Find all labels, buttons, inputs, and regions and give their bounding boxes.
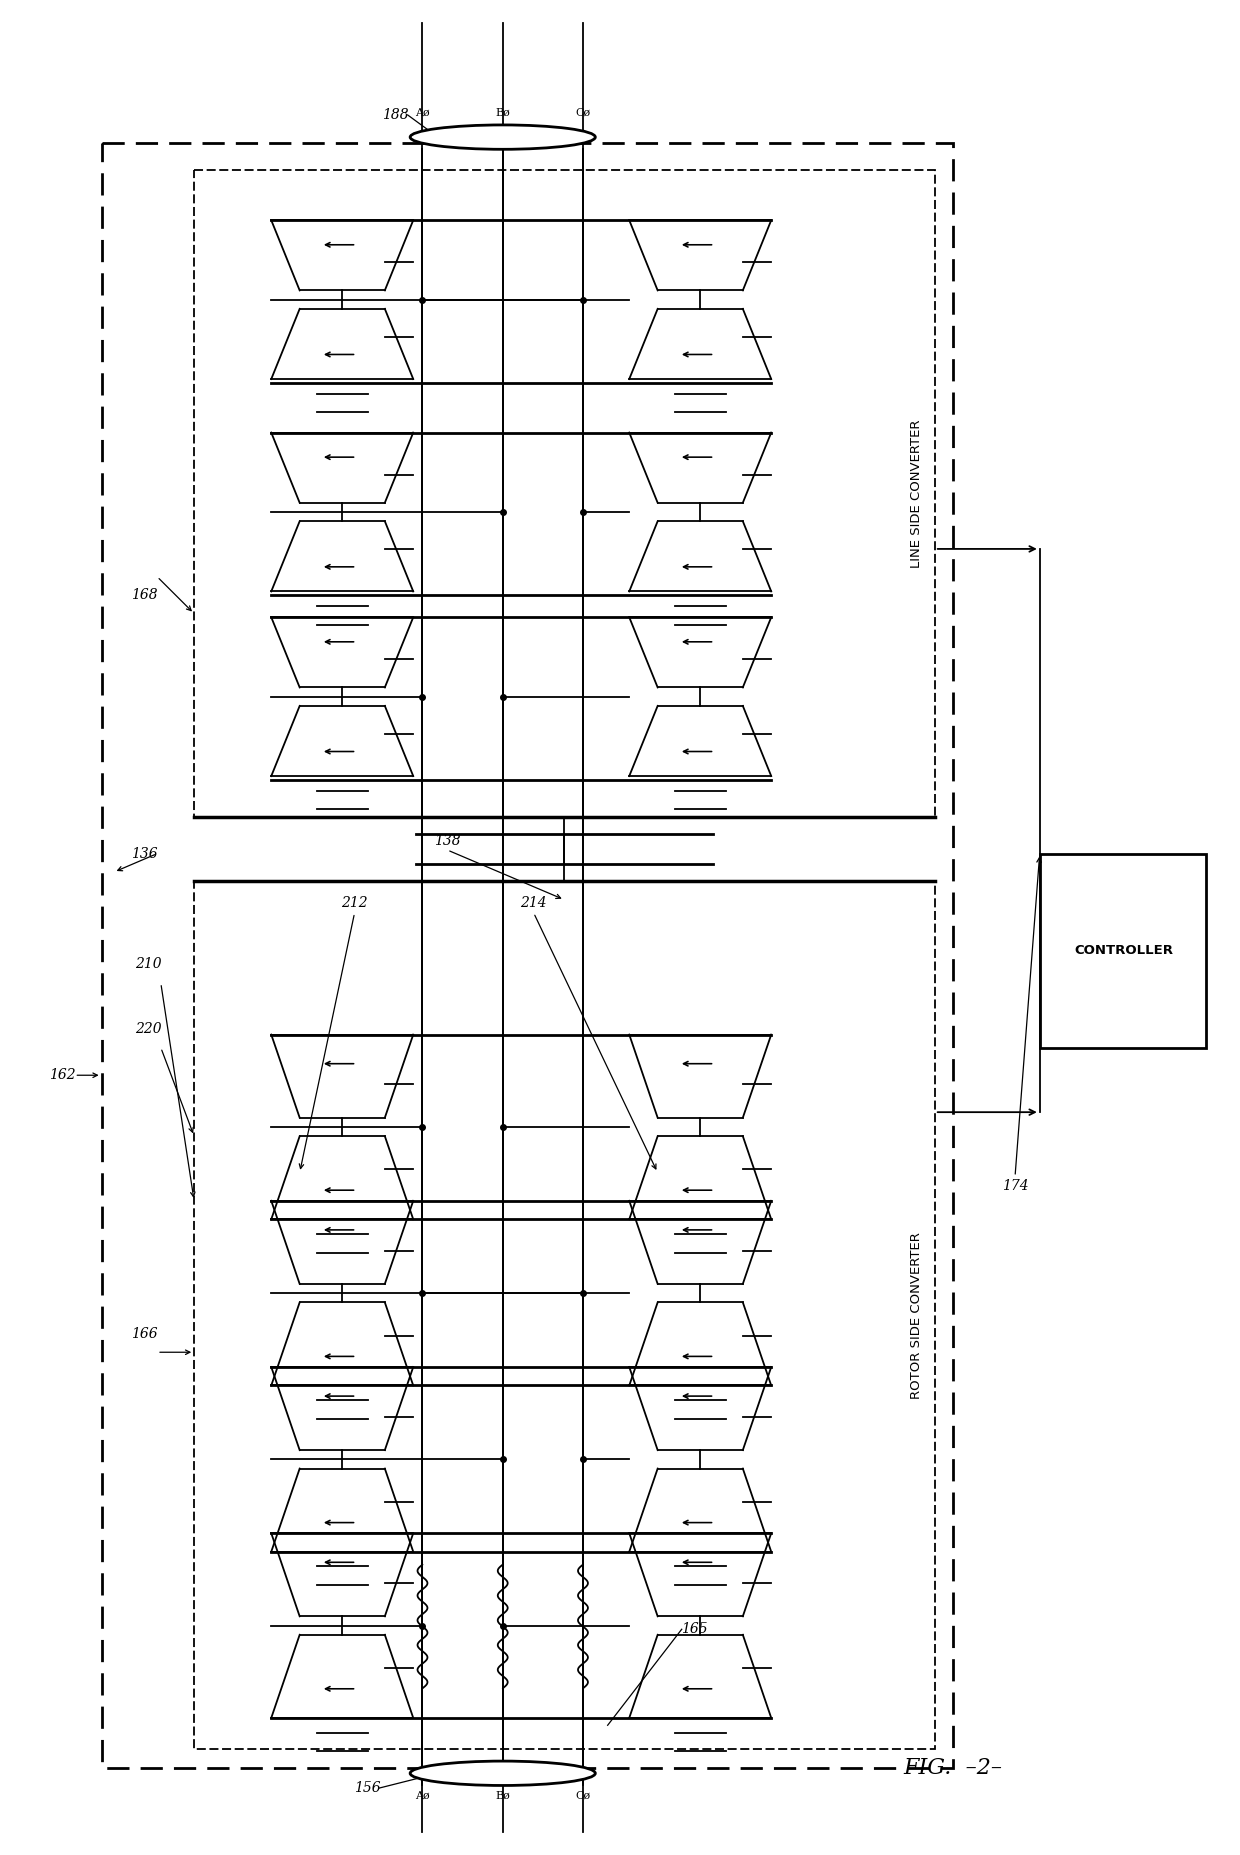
Text: Bø: Bø xyxy=(495,108,510,119)
Bar xyxy=(102,143,954,1768)
Text: Bø: Bø xyxy=(495,1790,510,1801)
Text: 188: 188 xyxy=(382,108,409,122)
Bar xyxy=(1039,853,1207,1048)
Text: 156: 156 xyxy=(353,1781,381,1796)
Text: 212: 212 xyxy=(341,896,368,911)
Text: 166: 166 xyxy=(131,1326,157,1341)
Ellipse shape xyxy=(410,1760,595,1786)
Text: 165: 165 xyxy=(681,1623,707,1636)
Text: CONTROLLER: CONTROLLER xyxy=(1074,944,1173,957)
Text: 162: 162 xyxy=(48,1068,76,1081)
Text: 214: 214 xyxy=(521,896,547,911)
Ellipse shape xyxy=(410,124,595,148)
Text: 174: 174 xyxy=(1002,1180,1028,1193)
Text: Aø: Aø xyxy=(415,1790,430,1801)
Text: LINE SIDE CONVERTER: LINE SIDE CONVERTER xyxy=(910,419,923,568)
Text: Aø: Aø xyxy=(415,108,430,119)
Text: 220: 220 xyxy=(135,1022,161,1037)
Text: 210: 210 xyxy=(135,957,161,972)
Bar xyxy=(195,881,935,1749)
Bar xyxy=(195,171,935,816)
Text: 168: 168 xyxy=(131,588,157,603)
Text: 138: 138 xyxy=(434,833,460,848)
Text: ROTOR SIDE CONVERTER: ROTOR SIDE CONVERTER xyxy=(910,1232,923,1399)
Text: Cø: Cø xyxy=(575,108,590,119)
Text: FIG.  –2–: FIG. –2– xyxy=(904,1757,1003,1779)
Text: 136: 136 xyxy=(131,846,157,861)
Text: Cø: Cø xyxy=(575,1790,590,1801)
